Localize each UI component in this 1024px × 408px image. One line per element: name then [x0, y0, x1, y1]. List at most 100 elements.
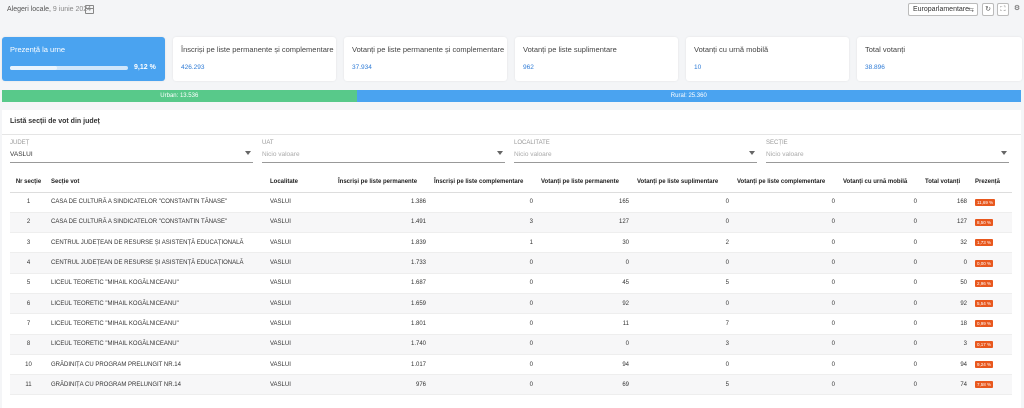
table-row[interactable]: 11 GRĂDINIȚA CU PROGRAM PRELUNGIT NR.14 VA…	[10, 374, 1012, 396]
card-value: 426.293	[181, 64, 205, 71]
col-section[interactable]: Secție vot	[47, 172, 266, 193]
table-row[interactable]: 10 GRĂDINIȚA CU PROGRAM PRELUNGIT NR.14 VA…	[10, 354, 1012, 376]
table-cell: 0	[839, 334, 921, 355]
turnout-cell: 5,54 %	[971, 293, 1012, 315]
col-nr[interactable]: Nr secție	[10, 172, 47, 193]
filter-value: Nicio valoare	[766, 151, 804, 158]
fullscreen-button[interactable]: ⛶	[997, 3, 1009, 16]
table-cell: 0	[733, 354, 839, 376]
filter-label: UAT	[262, 140, 274, 146]
card-label: Prezență la urne	[10, 45, 66, 54]
table-row[interactable]: 3 CENTRUL JUDEȚEAN DE RESURSE ȘI ASISTENȚ…	[10, 232, 1012, 254]
col-registered-complementary[interactable]: Înscriși pe liste complementare	[430, 172, 537, 193]
table-cell: 3	[430, 212, 537, 234]
table-cell: 45	[537, 273, 633, 294]
refresh-button[interactable]: ↻	[982, 3, 994, 16]
turnout-cell: 0,17 %	[971, 334, 1012, 355]
card-voters-supplementary[interactable]: Votanți pe liste suplimentare 962	[515, 37, 678, 81]
filter-value: Nicio valoare	[262, 151, 300, 158]
col-voters-supplementary[interactable]: Votanți pe liste suplimentare	[633, 172, 733, 193]
filter-label: LOCALITATE	[514, 140, 550, 146]
card-voters-mobile[interactable]: Votanți cu urnă mobilă 10	[686, 37, 849, 81]
table-cell: 92	[537, 293, 633, 315]
table-cell: 94	[537, 354, 633, 376]
fullscreen-icon: ⛶	[1000, 6, 1006, 13]
table-cell: 2	[10, 212, 47, 234]
card-value: 10	[694, 64, 702, 71]
chevron-down-icon	[245, 151, 251, 155]
filter-county[interactable]: JUDEȚ VASLUI	[10, 140, 253, 164]
rural-segment: Rural: 25.360	[356, 90, 1021, 102]
table-cell: GRĂDINIȚA CU PROGRAM PRELUNGIT NR.14	[47, 354, 266, 376]
table-row[interactable]: 1 CASA DE CULTURĂ A SINDICATELOR "CONSTAN…	[10, 192, 1012, 213]
col-voters-permanent[interactable]: Votanți pe liste permanente	[537, 172, 633, 193]
table-cell: LICEUL TEORETIC "MIHAIL KOGĂLNICEANU"	[47, 313, 266, 335]
col-locality[interactable]: Localitate	[266, 172, 334, 193]
settings-button[interactable]: ⚙	[1011, 3, 1023, 16]
polling-stations-table: Nr secție Secție vot Localitate Înscriși…	[10, 172, 1012, 396]
chevron-down-icon	[497, 151, 503, 155]
table-cell: 127	[921, 212, 971, 234]
table-cell: 0	[633, 192, 733, 213]
table-cell: 0	[733, 293, 839, 315]
table-cell: VASLUI	[266, 293, 334, 315]
col-voters-mobile[interactable]: Votanți cu urnă mobilă	[839, 172, 921, 193]
table-cell: 5	[10, 273, 47, 294]
col-voters-complementary[interactable]: Votanți pe liste complementare	[733, 172, 839, 193]
filter-uat[interactable]: UAT Nicio valoare	[262, 140, 505, 164]
turnout-cell: 2,96 %	[971, 273, 1012, 294]
table-row[interactable]: 8 LICEUL TEORETIC "MIHAIL KOGĂLNICEANU" VA…	[10, 334, 1012, 355]
turnout-cell: 7,58 %	[971, 374, 1012, 396]
urban-rural-bar: Urban: 13.536 Rural: 25.360	[2, 90, 1021, 102]
turnout-cell: 11,69 %	[971, 192, 1012, 213]
card-registered[interactable]: Înscriși pe liste permanente și compleme…	[173, 37, 336, 81]
turnout-cell: 8,50 %	[971, 212, 1012, 234]
table-row[interactable]: 4 CENTRUL JUDEȚEAN DE RESURSE ȘI ASISTENȚ…	[10, 252, 1012, 274]
table-cell: VASLUI	[266, 374, 334, 396]
table-cell: CASA DE CULTURĂ A SINDICATELOR "CONSTANT…	[47, 192, 266, 213]
table-cell: 0	[430, 293, 537, 315]
table-cell: 3	[10, 232, 47, 254]
calendar-icon[interactable]	[85, 5, 94, 14]
table-cell: 0	[430, 354, 537, 376]
col-turnout[interactable]: Prezență	[971, 172, 1012, 193]
table-cell: VASLUI	[266, 212, 334, 234]
urban-segment: Urban: 13.536	[2, 90, 357, 102]
table-cell: 168	[921, 192, 971, 213]
card-label: Total votanți	[865, 45, 906, 54]
table-cell: GRĂDINIȚA CU PROGRAM PRELUNGIT NR.14	[47, 374, 266, 396]
turnout-progress-fill	[10, 66, 58, 70]
turnout-badge: 11,69 %	[975, 198, 996, 206]
election-type-select[interactable]: Europarlamentare ⇆	[908, 3, 978, 16]
table-row[interactable]: 5 LICEUL TEORETIC "MIHAIL KOGĂLNICEANU" VA…	[10, 273, 1012, 294]
table-cell: 5	[633, 374, 733, 396]
table-row[interactable]: 7 LICEUL TEORETIC "MIHAIL KOGĂLNICEANU" VA…	[10, 313, 1012, 335]
table-header-row: Nr secție Secție vot Localitate Înscriși…	[10, 172, 1012, 193]
table-cell: 8	[10, 334, 47, 355]
col-registered-permanent[interactable]: Înscriși pe liste permanente	[334, 172, 430, 193]
table-row[interactable]: 2 CASA DE CULTURĂ A SINDICATELOR "CONSTAN…	[10, 212, 1012, 234]
table-cell: 1.659	[334, 293, 430, 315]
filter-locality[interactable]: LOCALITATE Nicio valoare	[514, 140, 757, 164]
table-cell: 0	[733, 252, 839, 274]
table-cell: 0	[537, 334, 633, 355]
card-label: Înscriși pe liste permanente și compleme…	[181, 45, 334, 54]
polling-stations-panel: Listă secții de vot din județ JUDEȚ VASL…	[2, 110, 1021, 408]
table-cell: 165	[537, 192, 633, 213]
stats-cards: Prezență la urne 9,12 % Înscriși pe list…	[2, 37, 1022, 81]
card-voters-permanent[interactable]: Votanți pe liste permanente și complemen…	[344, 37, 507, 81]
table-cell: 3	[633, 334, 733, 355]
table-cell: 69	[537, 374, 633, 396]
table-cell: VASLUI	[266, 354, 334, 376]
col-total[interactable]: Total votanți	[921, 172, 971, 193]
table-cell: 0	[839, 252, 921, 274]
table-cell: VASLUI	[266, 273, 334, 294]
table-cell: 0	[921, 252, 971, 274]
table-cell: 0	[733, 334, 839, 355]
card-total-voters[interactable]: Total votanți 38.896	[857, 37, 1022, 81]
table-row[interactable]: 6 LICEUL TEORETIC "MIHAIL KOGĂLNICEANU" VA…	[10, 293, 1012, 315]
gear-icon: ⚙	[1013, 5, 1021, 12]
filter-section[interactable]: SECȚIE Nicio valoare	[766, 140, 1009, 164]
table-cell: 0	[839, 212, 921, 234]
card-turnout[interactable]: Prezență la urne 9,12 %	[2, 37, 165, 81]
